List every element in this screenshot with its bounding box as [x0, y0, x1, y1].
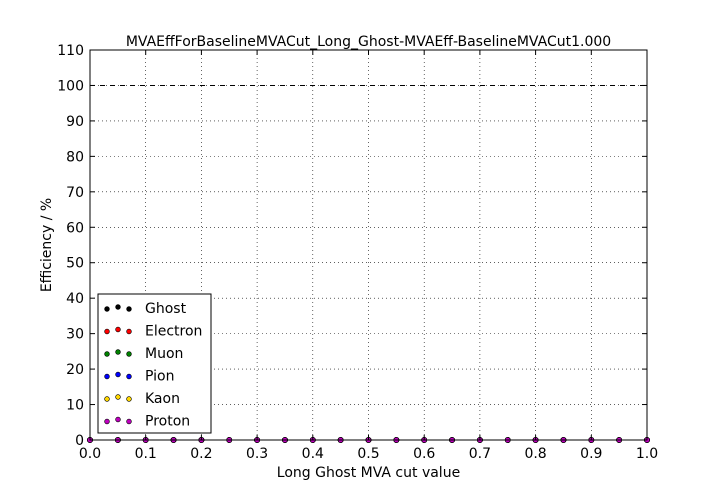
x-tick-label: 0.4 — [302, 446, 324, 462]
legend-marker-kaon — [126, 396, 132, 402]
legend: Ghost Electron Muon Pion Kaon Proton — [97, 293, 212, 434]
axis-ticks — [89, 49, 648, 441]
x-tick-label: 0.3 — [246, 446, 268, 462]
x-axis-label: Long Ghost MVA cut value — [277, 465, 460, 481]
y-tick-label: 30 — [66, 327, 84, 343]
y-tick-label: 20 — [66, 362, 84, 378]
legend-marker-pion — [104, 373, 110, 380]
legend-marker-pion — [115, 371, 121, 378]
legend-marker-proton — [126, 418, 132, 425]
y-tick-label: 50 — [66, 256, 84, 272]
y-tick-label: 60 — [66, 220, 84, 236]
x-tick-label: 0.0 — [79, 446, 101, 462]
legend-marker-ghost — [126, 306, 132, 312]
x-tick-label: 0.5 — [357, 446, 379, 462]
legend-label-pion: Pion — [145, 369, 174, 385]
legend-label-ghost: Ghost — [145, 301, 187, 317]
legend-marker-muon — [126, 351, 132, 357]
x-tick-label: 0.6 — [413, 446, 435, 462]
x-tick-label: 1.0 — [636, 446, 658, 462]
legend-marker-electron — [104, 328, 110, 335]
legend-label-muon: Muon — [145, 346, 183, 362]
y-tick-label: 40 — [66, 291, 84, 307]
x-tick-label: 0.9 — [580, 446, 602, 462]
legend-marker-muon — [104, 351, 110, 357]
x-tick-labels: 0.0 0.1 0.2 0.3 0.4 0.5 0.6 0.7 0.8 0.9 1.0 — [79, 446, 658, 462]
x-tick-label: 0.8 — [524, 446, 546, 462]
legend-marker-ghost — [104, 306, 110, 312]
legend-marker-electron — [115, 326, 121, 333]
chart-title: MVAEffForBaselineMVACut_Long_Ghost-MVAEf… — [126, 34, 611, 50]
y-tick-label: 70 — [66, 185, 84, 201]
y-tick-label: 110 — [57, 43, 84, 59]
legend-label-electron: Electron — [145, 324, 202, 340]
legend-marker-pion — [126, 373, 132, 380]
legend-marker-ghost — [115, 304, 121, 310]
x-tick-label: 0.1 — [135, 446, 157, 462]
legend-label-kaon: Kaon — [145, 391, 180, 407]
legend-marker-muon — [115, 349, 121, 355]
y-tick-label: 10 — [66, 398, 84, 414]
y-tick-label: 0 — [75, 433, 84, 449]
legend-marker-kaon — [104, 396, 110, 402]
legend-marker-kaon — [115, 394, 121, 400]
legend-box — [97, 293, 212, 434]
y-axis-label: Efficiency / % — [39, 198, 55, 292]
y-tick-label: 80 — [66, 149, 84, 165]
x-tick-label: 0.2 — [190, 446, 212, 462]
legend-marker-electron — [126, 328, 132, 335]
x-tick-label: 0.7 — [469, 446, 491, 462]
y-tick-label: 90 — [66, 114, 84, 130]
y-tick-label: 100 — [57, 78, 84, 94]
y-tick-labels: 0 10 20 30 40 50 60 70 80 90 100 110 — [57, 43, 84, 449]
legend-marker-proton — [115, 416, 121, 423]
legend-marker-proton — [104, 418, 110, 425]
legend-label-proton: Proton — [145, 414, 190, 430]
